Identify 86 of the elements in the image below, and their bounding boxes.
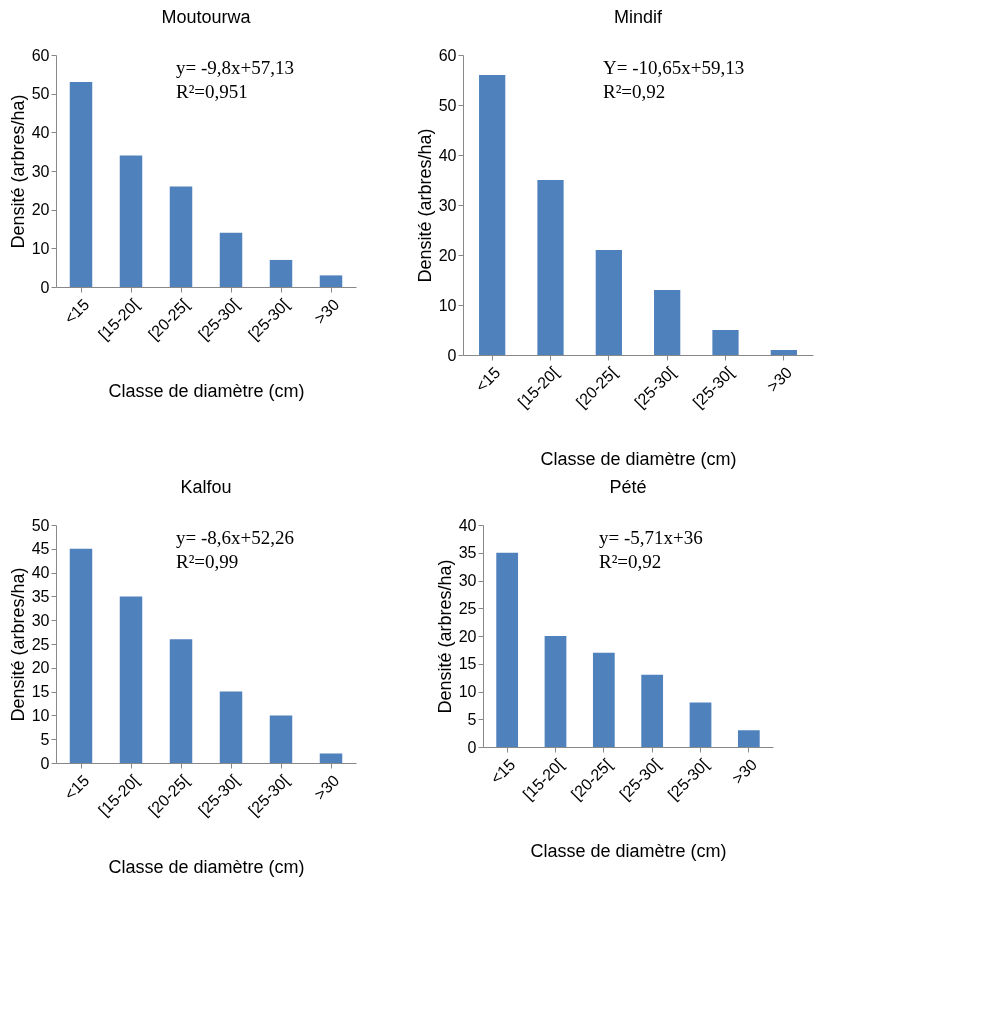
bar (69, 548, 93, 763)
y-tick-label: 15 (458, 655, 477, 673)
annotation: R²=0,92 (603, 81, 666, 102)
y-tick-label: 60 (31, 46, 50, 64)
y-tick-label: 0 (40, 754, 50, 772)
y-tick-label: 10 (458, 683, 477, 700)
bar (592, 652, 615, 747)
bar (269, 715, 293, 763)
bar (479, 75, 506, 355)
y-tick-label: 20 (31, 201, 50, 219)
bar (269, 259, 293, 287)
bar (537, 180, 564, 355)
bar (544, 636, 567, 747)
x-tick-label: <15 (61, 295, 93, 328)
annotation: R²=0,951 (176, 81, 248, 102)
bar (595, 250, 622, 355)
bar (219, 232, 243, 287)
y-tick-label: 40 (31, 123, 50, 141)
annotation: R²=0,99 (176, 551, 239, 572)
bar (737, 730, 760, 747)
chart-title: Mindif (613, 7, 664, 27)
annotation: y= -5,71x+36 (599, 527, 703, 548)
y-tick-label: 30 (458, 572, 477, 589)
y-tick-label: 50 (31, 516, 50, 534)
y-tick-label: 35 (458, 544, 477, 562)
y-tick-label: 20 (458, 627, 477, 645)
bar (496, 552, 519, 747)
bar (654, 290, 681, 355)
chart-title: Moutourwa (161, 7, 252, 27)
x-axis-title: Classe de diamètre (cm) (108, 857, 305, 878)
y-tick-label: 60 (438, 46, 457, 64)
x-tick-label: >30 (311, 295, 343, 328)
bar (319, 753, 343, 763)
y-tick-label: 10 (31, 706, 50, 724)
y-tick-label: 30 (438, 196, 457, 214)
annotation: R²=0,92 (599, 551, 662, 572)
x-axis-title: Classe de diamètre (cm) (530, 841, 727, 862)
bar (169, 186, 193, 287)
annotation: Y= -10,65x+59,13 (603, 57, 745, 78)
y-tick-label: 10 (31, 239, 50, 257)
bar (319, 275, 343, 287)
bar (770, 350, 797, 355)
y-tick-label: 0 (447, 346, 457, 364)
x-tick-label: >30 (311, 771, 343, 804)
y-axis-title: Densité (arbres/ha) (7, 94, 28, 249)
y-tick-label: 10 (438, 296, 457, 314)
bar (119, 155, 143, 287)
y-tick-label: 0 (40, 278, 50, 296)
chart-title: Pété (609, 477, 647, 497)
y-tick-label: 40 (458, 516, 477, 534)
bar (689, 702, 712, 747)
y-tick-label: 5 (40, 730, 50, 748)
y-tick-label: 30 (31, 162, 50, 180)
y-tick-label: 30 (31, 611, 50, 629)
bar (219, 691, 243, 763)
y-tick-label: 25 (31, 635, 50, 653)
y-axis-title: Densité (arbres/ha) (434, 559, 455, 714)
bar (119, 596, 143, 763)
annotation: y= -8,6x+52,26 (176, 527, 295, 548)
y-axis-title: Densité (arbres/ha) (7, 567, 28, 722)
x-axis-title: Classe de diamètre (cm) (108, 381, 305, 402)
chart-title: Kalfou (180, 477, 232, 497)
x-tick-label: <15 (487, 755, 519, 788)
y-tick-label: 20 (438, 246, 457, 264)
y-axis-title: Densité (arbres/ha) (414, 128, 435, 283)
x-tick-label: <15 (472, 363, 504, 396)
bar (169, 639, 193, 763)
y-tick-label: 15 (31, 683, 50, 701)
x-axis-title: Classe de diamètre (cm) (540, 449, 737, 470)
y-tick-label: 25 (458, 599, 477, 617)
x-tick-label: >30 (728, 755, 761, 788)
y-tick-label: 40 (31, 564, 50, 582)
y-tick-label: 50 (438, 96, 457, 114)
y-tick-label: 50 (31, 85, 50, 103)
y-tick-label: 40 (438, 146, 457, 164)
y-tick-label: 0 (467, 738, 477, 756)
bar (641, 674, 664, 747)
bar (712, 330, 739, 355)
x-tick-label: <15 (61, 771, 93, 804)
y-tick-label: 35 (31, 587, 50, 605)
y-tick-label: 5 (467, 710, 477, 728)
y-tick-label: 45 (31, 540, 50, 558)
y-tick-label: 20 (31, 659, 50, 677)
bar (69, 82, 93, 287)
annotation: y= -9,8x+57,13 (176, 57, 295, 78)
x-tick-label: >30 (763, 363, 796, 396)
